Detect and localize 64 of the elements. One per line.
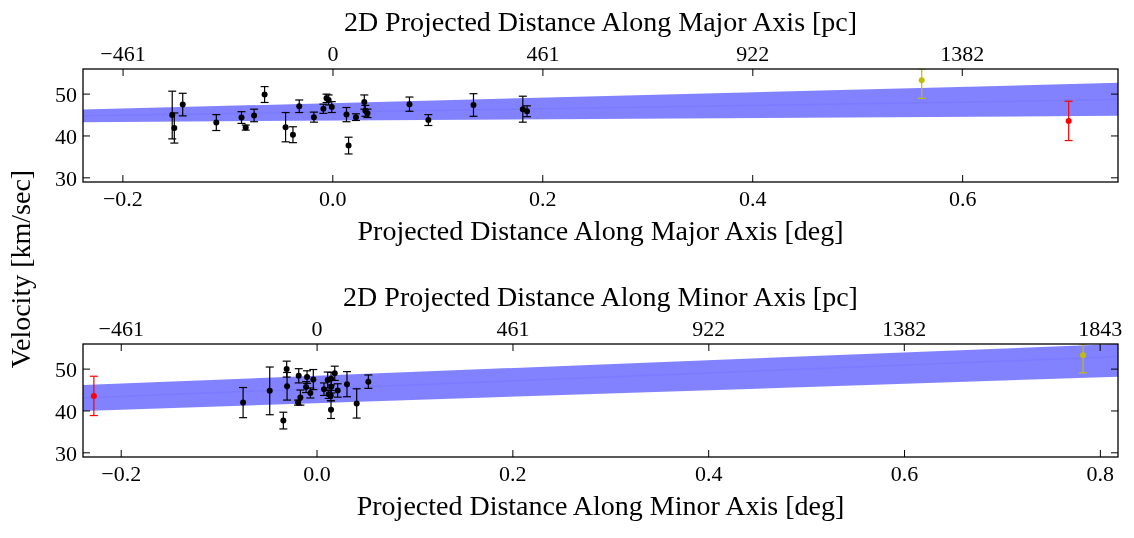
y-tick-label: 30 [55,165,77,191]
point [282,124,289,131]
point [334,387,341,394]
point [289,131,296,138]
y-axis-title: Velocity [km/sec] [5,169,36,369]
point [280,417,287,424]
x2-tick-label: 1843 [1078,316,1123,341]
x-tick-label: 0.6 [890,461,919,486]
x-tick-label: 0.6 [948,186,977,211]
y-tick-label: 30 [55,440,77,466]
point [365,378,372,385]
x-tick-label: −0.2 [102,186,143,211]
x-tick-label: 0.2 [529,186,557,211]
point [1065,117,1072,124]
point [266,387,273,394]
point [297,394,304,401]
point [353,400,360,407]
x-tick-label: 0.8 [1086,461,1115,486]
point [251,112,258,119]
x2-axis-title: 2D Projected Distance Along Minor Axis [pc] [343,281,858,312]
y-tick-label: 50 [55,356,77,382]
point [343,111,350,118]
x-tick-label: 0.2 [499,461,527,486]
x-axis-title: Projected Distance Along Minor Axis [deg] [356,490,845,521]
point [343,381,350,388]
x2-tick-label: −461 [100,41,146,66]
y-tick-label: 40 [55,398,77,424]
x2-tick-label: 1382 [940,41,985,66]
point [295,372,302,379]
point [361,99,368,106]
point [90,392,97,399]
point [345,142,352,149]
x2-tick-label: −461 [98,316,144,341]
point [283,366,290,373]
x2-tick-label: 461 [496,316,530,341]
x-tick-label: 0.0 [319,186,347,211]
point [296,103,303,110]
point [179,101,186,108]
y-tick-label: 40 [55,123,77,149]
x2-axis-title: 2D Projected Distance Along Major Axis [pc] [343,6,858,37]
x-tick-label: 0.4 [738,186,767,211]
point [213,119,220,126]
x-tick-label: 0.0 [303,461,331,486]
x2-tick-label: 461 [526,41,560,66]
point [171,125,178,132]
x-axis-title: Projected Distance Along Major Axis [deg] [357,215,844,246]
point [284,383,291,390]
y-tick-label: 50 [55,81,77,107]
x-tick-label: −0.2 [101,461,142,486]
x2-tick-label: 922 [736,41,770,66]
x2-tick-label: 0 [327,41,339,66]
point [406,101,413,108]
point [240,399,247,406]
point [331,370,338,377]
point [310,376,317,383]
point [470,101,477,108]
point [1080,352,1087,359]
x2-tick-label: 1382 [882,316,927,341]
x2-tick-label: 922 [692,316,726,341]
x-tick-label: 0.4 [694,461,723,486]
point [261,91,268,98]
point [328,406,335,413]
point [918,77,925,84]
x2-tick-label: 0 [311,316,323,341]
